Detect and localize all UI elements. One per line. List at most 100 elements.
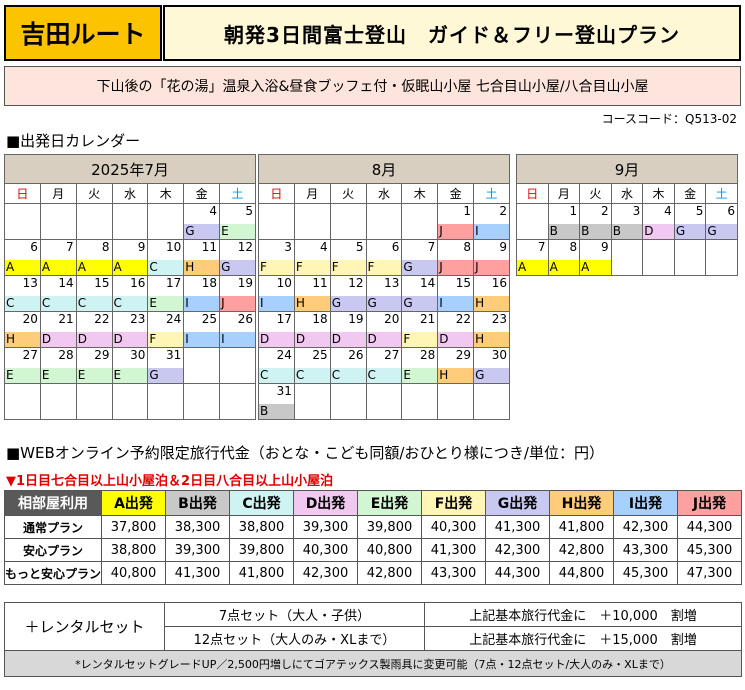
calendar-day[interactable]: 26 C xyxy=(329,347,367,384)
calendar-empty-cell xyxy=(365,203,403,240)
day-number: 2 xyxy=(499,204,507,218)
day-number: 18 xyxy=(201,276,218,290)
departure-grade: J xyxy=(438,260,474,275)
calendar-day[interactable]: 11 H xyxy=(293,275,331,312)
calendar-day[interactable]: 10 C xyxy=(147,239,185,276)
calendar-empty-cell xyxy=(516,203,549,240)
calendar-day[interactable]: 18 I xyxy=(183,275,221,312)
calendar-day[interactable]: 12 G xyxy=(219,239,256,276)
calendar-day[interactable]: 31 G xyxy=(147,347,185,384)
calendar-day[interactable]: 10 I xyxy=(258,275,295,312)
calendar-empty-cell xyxy=(111,383,149,420)
calendar-day[interactable]: 25 I xyxy=(183,311,221,348)
plan-label: もっと安心プラン xyxy=(4,561,102,585)
price-value: 42,800 xyxy=(357,561,422,585)
calendar-day[interactable]: 31 B xyxy=(258,383,295,420)
calendar-day[interactable]: 13 G xyxy=(365,275,403,312)
calendar-empty-cell xyxy=(258,203,295,240)
calendar-day[interactable]: 27 C xyxy=(365,347,403,384)
day-number: 3 xyxy=(284,240,292,254)
calendar-day[interactable]: 30 G xyxy=(473,347,510,384)
calendar-day[interactable]: 28 E xyxy=(401,347,439,384)
calendar-day[interactable]: 26 I xyxy=(219,311,256,348)
day-number: 15 xyxy=(455,276,472,290)
price-value: 40,800 xyxy=(101,561,166,585)
rental-table: ＋レンタルセット 7点セット（大人・子供） 上記基本旅行代金に ＋10,000 … xyxy=(4,602,742,677)
calendar-day[interactable]: 27 E xyxy=(4,347,41,384)
calendar-day[interactable]: 24 F xyxy=(147,311,185,348)
calendar-empty-cell xyxy=(147,203,185,240)
calendar-empty-cell xyxy=(4,203,41,240)
price-value: 39,300 xyxy=(165,538,230,562)
weekday-header: 日 xyxy=(258,183,295,204)
price-value: 47,300 xyxy=(677,561,742,585)
weekday-header: 日 xyxy=(516,183,549,204)
calendar-day[interactable]: 15 I xyxy=(437,275,475,312)
departure-grade: D xyxy=(366,332,402,347)
price-value: 40,300 xyxy=(293,538,358,562)
calendar-day[interactable]: 16 C xyxy=(111,275,149,312)
calendar-day[interactable]: 20 H xyxy=(4,311,41,348)
day-number: 4 xyxy=(209,204,218,218)
departure-grade: H xyxy=(5,332,40,347)
calendar-day[interactable]: 15 C xyxy=(75,275,113,312)
calendar-day[interactable]: 29 H xyxy=(437,347,475,384)
calendar-day[interactable]: 19 D xyxy=(329,311,367,348)
calendar-day[interactable]: 14 C xyxy=(39,275,77,312)
calendar-day[interactable]: 21 F xyxy=(401,311,439,348)
calendar-day[interactable]: 23 D xyxy=(111,311,149,348)
calendar-day[interactable]: 20 D xyxy=(365,311,403,348)
calendar-day[interactable]: 25 C xyxy=(293,347,331,384)
calendar-day[interactable]: 28 E xyxy=(39,347,77,384)
day-number: 16 xyxy=(491,276,507,290)
price-value: 39,800 xyxy=(229,538,294,562)
calendar-day[interactable]: 13 C xyxy=(4,275,41,312)
calendar-day[interactable]: 22 D xyxy=(75,311,113,348)
calendar-day[interactable]: 21 D xyxy=(39,311,77,348)
calendar-day[interactable]: 17 D xyxy=(258,311,295,348)
calendar-day[interactable]: 19 J xyxy=(219,275,256,312)
calendar-day[interactable]: 17 E xyxy=(147,275,185,312)
calendar-day[interactable]: 22 D xyxy=(437,311,475,348)
calendar-day[interactable]: 14 G xyxy=(401,275,439,312)
calendar-day[interactable]: 18 D xyxy=(293,311,331,348)
calendar-day[interactable]: 29 E xyxy=(75,347,113,384)
calendar-day[interactable]: 16 H xyxy=(473,275,510,312)
calendar-empty-cell xyxy=(183,383,221,420)
calendar-day[interactable]: 30 E xyxy=(111,347,149,384)
calendar-day[interactable]: 23 H xyxy=(473,311,510,348)
calendar-day[interactable]: 12 G xyxy=(329,275,367,312)
price-header-c: C出発 xyxy=(229,490,294,516)
price-value: 38,800 xyxy=(101,538,166,562)
day-number: 6 xyxy=(727,204,735,218)
calendar-day[interactable]: 24 C xyxy=(258,347,295,384)
day-number: 7 xyxy=(537,240,546,254)
calendar-day[interactable]: 11 H xyxy=(183,239,221,276)
departure-grade: A xyxy=(517,260,548,275)
departure-grade: E xyxy=(112,368,148,383)
